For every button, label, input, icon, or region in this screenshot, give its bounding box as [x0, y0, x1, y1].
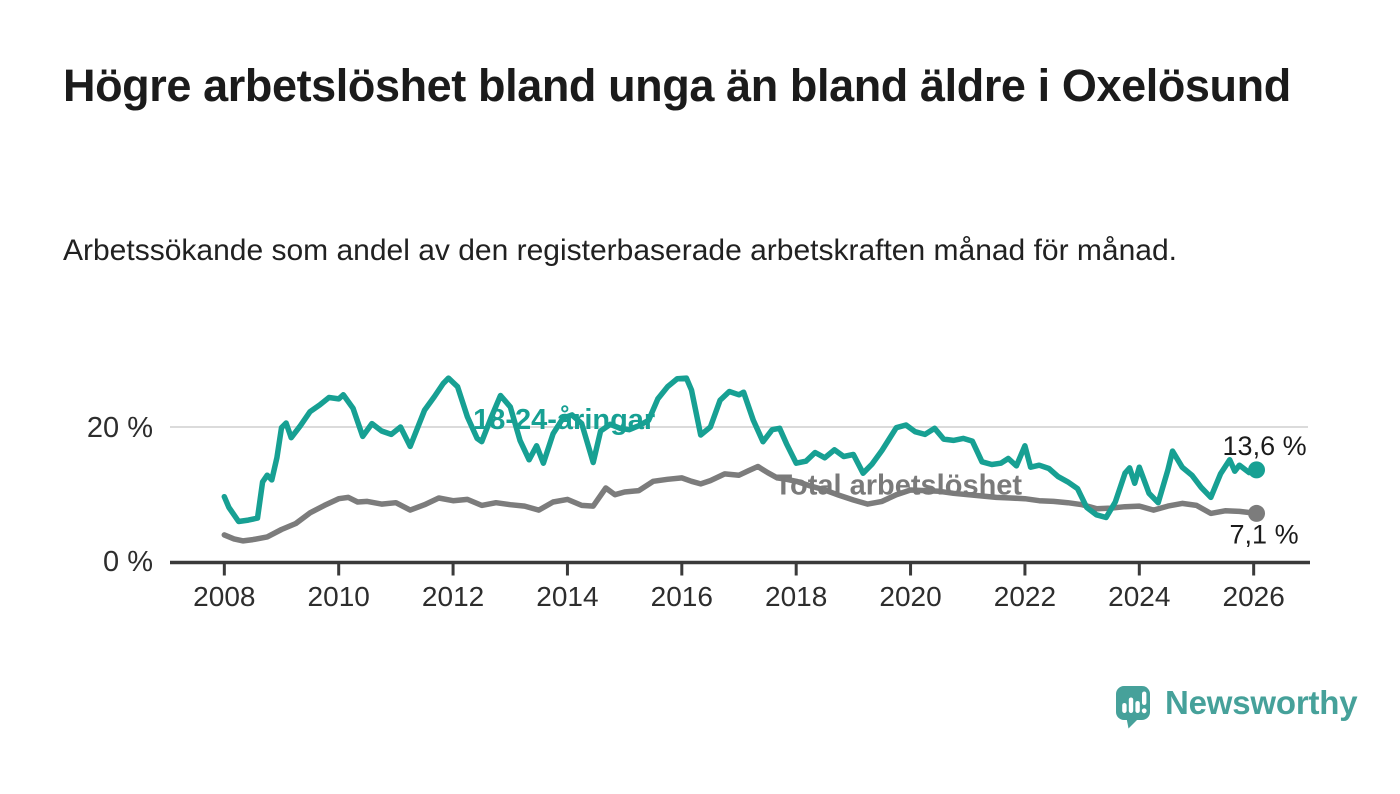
- page-title: Högre arbetslöshet bland unga än bland ä…: [63, 60, 1291, 111]
- series-labels: Total arbetslöshet 18-24-åringar 7,1 % 13,6…: [473, 404, 1307, 549]
- y-axis: 0 % 20 %: [87, 412, 153, 578]
- x-tick-label-2008: 2008: [193, 581, 255, 612]
- page-subtitle: Arbetssökande som andel av den registerb…: [63, 234, 1177, 267]
- x-tick-label-2014: 2014: [536, 581, 598, 612]
- x-tick-label-2018: 2018: [765, 581, 827, 612]
- y-tick-label-0: 0 %: [103, 546, 153, 578]
- newsworthy-logo-text: Newsworthy: [1165, 684, 1358, 721]
- series-label-youth: 18-24-åringar: [473, 404, 655, 436]
- series-end-dot-total: [1248, 504, 1266, 522]
- series-line-youth: [221, 375, 1260, 525]
- newsworthy-brand: Newsworthy: [1116, 684, 1358, 729]
- series-label-total: Total arbetslöshet: [774, 470, 1022, 502]
- y-tick-label-20: 20 %: [87, 412, 153, 444]
- end-value-label-youth: 13,6 %: [1223, 431, 1307, 461]
- x-tick-label-2010: 2010: [308, 581, 370, 612]
- newsworthy-logo-icon: [1116, 686, 1150, 729]
- x-tick-label-2020: 2020: [879, 581, 941, 612]
- x-tick-label-2026: 2026: [1223, 581, 1285, 612]
- series-end-dot-youth: [1248, 461, 1266, 479]
- x-axis: 2008 2010 2012 2014 2016 2018 2020 2022 2024 2026: [170, 560, 1310, 612]
- x-tick-label-2012: 2012: [422, 581, 484, 612]
- end-value-label-total: 7,1 %: [1230, 519, 1299, 549]
- series-lines: [221, 375, 1266, 544]
- series-line-total: [221, 463, 1260, 544]
- x-tick-label-2016: 2016: [651, 581, 713, 612]
- x-tick-label-2024: 2024: [1108, 581, 1170, 612]
- x-tick-label-2022: 2022: [994, 581, 1056, 612]
